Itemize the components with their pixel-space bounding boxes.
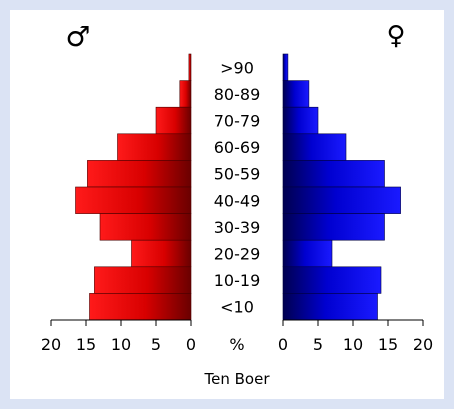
male-bar <box>89 293 192 321</box>
left-tick-label: 15 <box>76 335 96 354</box>
age-group-label: 50-59 <box>214 165 261 184</box>
right-tick-label: 0 <box>278 335 288 354</box>
female-bar <box>282 106 319 135</box>
center-unit-label: % <box>229 335 244 354</box>
female-bars <box>282 53 401 321</box>
age-group-label: 60-69 <box>214 138 261 157</box>
age-group-labels: >90 80-89 70-79 60-69 50-59 40-49 30-39 20-29 10… <box>214 58 261 316</box>
male-bar <box>155 106 192 135</box>
left-axis-ticks: 20 15 10 5 0 <box>41 320 196 354</box>
male-bar <box>179 80 192 108</box>
age-group-label: 70-79 <box>214 112 261 131</box>
male-bar <box>188 53 192 81</box>
right-tick-label: 20 <box>413 335 433 354</box>
male-bar <box>94 266 192 294</box>
female-bar <box>282 239 333 268</box>
age-group-label: 10-19 <box>214 271 261 290</box>
male-bar <box>117 133 192 161</box>
female-bar <box>282 266 382 294</box>
age-group-label: 20-29 <box>214 245 261 264</box>
left-tick-label: 5 <box>151 335 161 354</box>
left-tick-label: 0 <box>186 335 196 354</box>
age-group-label: 30-39 <box>214 218 261 237</box>
age-group-label: >90 <box>220 58 254 77</box>
x-axis-label: Ten Boer <box>204 370 271 388</box>
left-tick-label: 10 <box>111 335 131 354</box>
male-bar <box>131 239 192 268</box>
chart-panel: ♂ ♀ >90 80-89 70-79 60-69 50-59 40-49 30-39 20-… <box>10 10 444 399</box>
right-tick-label: 5 <box>313 335 323 354</box>
male-bars <box>75 53 192 321</box>
male-bar <box>75 186 192 214</box>
female-bar <box>282 53 289 81</box>
left-tick-label: 20 <box>41 335 61 354</box>
age-group-label: 80-89 <box>214 85 261 104</box>
female-legend-symbol: ♀ <box>386 21 405 51</box>
female-bar <box>282 186 401 214</box>
population-pyramid-chart: ♂ ♀ >90 80-89 70-79 60-69 50-59 40-49 30-39 20-… <box>41 20 433 388</box>
female-bar <box>282 213 385 241</box>
male-bar <box>99 213 192 241</box>
right-tick-label: 15 <box>378 335 398 354</box>
female-bar <box>282 160 385 188</box>
right-tick-label: 10 <box>343 335 363 354</box>
male-bar <box>87 160 192 188</box>
age-group-label: <10 <box>220 298 254 317</box>
female-bar <box>282 293 378 321</box>
age-group-label: 40-49 <box>214 191 261 210</box>
male-legend-symbol: ♂ <box>65 20 90 53</box>
female-bar <box>282 80 310 108</box>
female-bar <box>282 133 347 161</box>
right-axis-ticks: 0 5 10 15 20 <box>278 320 433 354</box>
